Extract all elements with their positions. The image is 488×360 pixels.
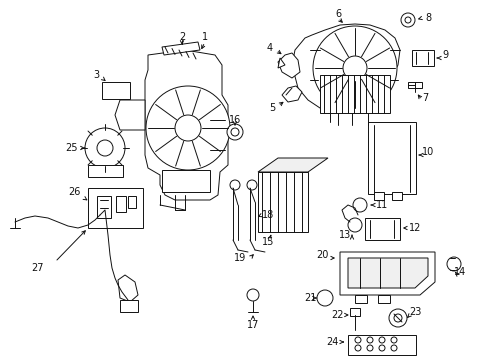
Circle shape <box>378 345 384 351</box>
Bar <box>373 192 383 200</box>
Polygon shape <box>145 50 227 200</box>
Text: 26: 26 <box>68 187 80 197</box>
Circle shape <box>354 345 360 351</box>
Text: 16: 16 <box>228 115 241 125</box>
Circle shape <box>229 180 240 190</box>
Text: 23: 23 <box>408 307 420 317</box>
Bar <box>407 82 421 88</box>
Circle shape <box>316 290 332 306</box>
Polygon shape <box>291 24 399 112</box>
Text: 4: 4 <box>266 43 272 53</box>
Circle shape <box>400 13 414 27</box>
Text: 27: 27 <box>32 263 44 273</box>
Circle shape <box>393 314 401 322</box>
Polygon shape <box>347 258 427 288</box>
Circle shape <box>230 128 239 136</box>
Circle shape <box>226 124 243 140</box>
Text: 10: 10 <box>421 147 433 157</box>
Text: 25: 25 <box>65 143 78 153</box>
Polygon shape <box>162 42 200 55</box>
Text: 11: 11 <box>375 200 387 210</box>
Polygon shape <box>278 53 299 78</box>
Bar <box>97 196 111 218</box>
Bar <box>258 172 307 232</box>
Text: 12: 12 <box>408 223 420 233</box>
Bar <box>354 295 366 303</box>
Circle shape <box>97 140 113 156</box>
Polygon shape <box>282 86 302 102</box>
Circle shape <box>446 257 460 271</box>
Text: 22: 22 <box>331 310 344 320</box>
Bar <box>120 300 138 312</box>
Text: 8: 8 <box>424 13 430 23</box>
Text: 13: 13 <box>338 230 350 240</box>
Polygon shape <box>118 275 138 302</box>
Circle shape <box>354 337 360 343</box>
Polygon shape <box>339 252 434 295</box>
Circle shape <box>312 26 396 110</box>
Circle shape <box>342 56 366 80</box>
Circle shape <box>404 17 410 23</box>
Circle shape <box>366 337 372 343</box>
Text: 18: 18 <box>262 210 274 220</box>
Circle shape <box>175 115 201 141</box>
Bar <box>347 335 415 355</box>
Circle shape <box>388 309 406 327</box>
Text: 19: 19 <box>233 253 245 263</box>
Text: 20: 20 <box>315 250 327 260</box>
Text: 15: 15 <box>261 237 274 247</box>
Polygon shape <box>258 158 327 172</box>
Bar <box>162 170 209 192</box>
Text: 21: 21 <box>303 293 316 303</box>
Bar <box>391 192 401 200</box>
Polygon shape <box>278 58 285 68</box>
Circle shape <box>347 218 361 232</box>
Text: 2: 2 <box>179 32 185 42</box>
Bar <box>377 295 389 303</box>
Bar <box>367 122 415 194</box>
Text: 6: 6 <box>334 9 340 19</box>
Bar <box>319 75 389 113</box>
Text: 5: 5 <box>268 103 275 113</box>
Bar <box>349 308 359 316</box>
Bar <box>88 165 123 177</box>
Circle shape <box>246 180 257 190</box>
Circle shape <box>390 337 396 343</box>
Circle shape <box>146 86 229 170</box>
Bar <box>102 82 130 99</box>
Text: 7: 7 <box>421 93 427 103</box>
Text: 9: 9 <box>441 50 447 60</box>
Circle shape <box>85 128 125 168</box>
Circle shape <box>352 198 366 212</box>
Circle shape <box>246 289 259 301</box>
Bar <box>411 50 433 66</box>
Text: 17: 17 <box>246 320 259 330</box>
Bar <box>88 188 142 228</box>
Text: 14: 14 <box>453 267 465 277</box>
Circle shape <box>366 345 372 351</box>
Circle shape <box>378 337 384 343</box>
Bar <box>364 218 399 240</box>
Text: 24: 24 <box>325 337 338 347</box>
Bar <box>128 196 136 208</box>
Text: 3: 3 <box>93 70 99 80</box>
Text: 1: 1 <box>202 32 207 42</box>
Polygon shape <box>115 100 145 130</box>
Circle shape <box>390 345 396 351</box>
Bar <box>116 196 126 212</box>
